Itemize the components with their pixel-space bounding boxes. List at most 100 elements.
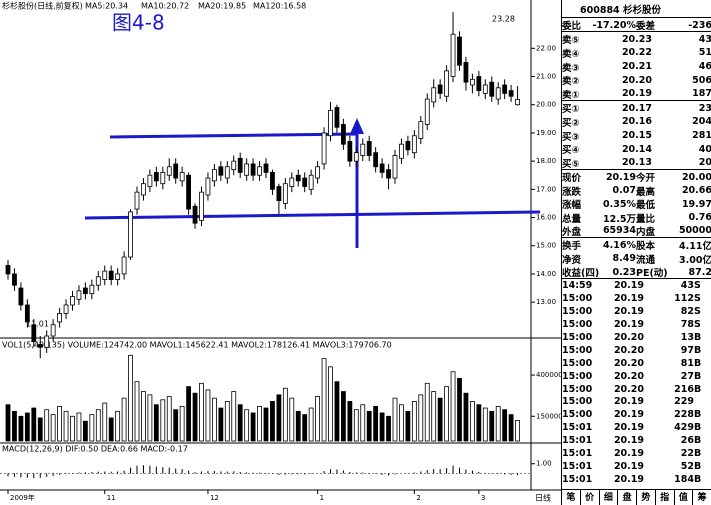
- stat-row: 收益(四) 0.23 PE(动) 87.2: [562, 265, 711, 280]
- candle-body: [450, 33, 456, 77]
- tab[interactable]: 指: [656, 490, 675, 505]
- cell: 卖④: [562, 48, 580, 60]
- cell: 20.20: [613, 331, 644, 343]
- candle-body: [321, 132, 327, 165]
- candle-body: [250, 163, 256, 176]
- volume-bar: [321, 358, 327, 442]
- volume-bar: [224, 401, 230, 442]
- cell: 20.66: [681, 185, 711, 197]
- panel-tabs: 笔价细盘势指值筹: [562, 489, 711, 505]
- cell: B: [694, 344, 702, 356]
- cell: 20.16: [621, 116, 652, 128]
- cell: 20.19: [613, 473, 644, 485]
- trade-row: 15:00 20.19 78 S: [562, 318, 711, 331]
- tab[interactable]: 盘: [618, 490, 637, 505]
- candle-body: [457, 36, 462, 66]
- cell: 43: [680, 280, 694, 292]
- cell: 20: [698, 157, 711, 169]
- cell: 97: [680, 344, 694, 356]
- candle-body: [392, 155, 398, 179]
- tab[interactable]: 筹: [693, 490, 711, 505]
- trade-row: 15:00 20.19 228 B: [562, 408, 711, 421]
- candle-body: [128, 211, 133, 258]
- volume-bar: [134, 381, 140, 442]
- cell: B: [694, 383, 702, 395]
- volume-bar: [153, 404, 159, 442]
- ask-row: 卖④ 20.22 51: [562, 46, 711, 60]
- volume-bar: [482, 407, 488, 442]
- trend-line: [109, 132, 359, 139]
- cell: 卖③: [562, 62, 580, 74]
- candle-body: [315, 166, 321, 179]
- candle-body: [340, 124, 346, 145]
- y-tick-label: 150000: [536, 412, 561, 420]
- tab[interactable]: 值: [675, 490, 694, 505]
- cell: 内盘: [636, 226, 656, 238]
- cell: PE(动): [636, 268, 668, 280]
- volume-bar: [166, 396, 172, 442]
- tab[interactable]: 势: [637, 490, 656, 505]
- ask-row: 卖① 20.19 187: [562, 87, 711, 102]
- cell: 78: [680, 319, 694, 331]
- cell: 买②: [562, 117, 580, 129]
- cell: B: [694, 409, 702, 421]
- cell: 20.19: [613, 396, 644, 408]
- candle-body: [444, 70, 450, 97]
- candle-body: [515, 98, 520, 106]
- volume-bar: [366, 410, 372, 442]
- figure-label: 图4-8: [112, 11, 165, 35]
- cell: 15:00: [562, 306, 593, 318]
- trade-row: 15:00 20.20 13 B: [562, 331, 711, 344]
- cell: 买④: [562, 145, 580, 156]
- volume-bar: [44, 409, 50, 442]
- cell: 最高: [636, 186, 656, 198]
- volume-bar: [360, 404, 366, 442]
- cell: 量比: [636, 213, 656, 224]
- tab[interactable]: 细: [600, 490, 619, 505]
- cell: 228: [674, 409, 694, 421]
- cell: 净资: [562, 254, 582, 266]
- candle-body: [134, 191, 140, 210]
- cell: 今开: [636, 173, 656, 184]
- candle-body: [218, 166, 224, 176]
- x-tick-label: 3: [481, 494, 485, 502]
- candle-body: [18, 287, 24, 306]
- x-tick-label: 2: [416, 494, 420, 502]
- trade-row: 15:01 20.19 22 B: [562, 447, 711, 460]
- ask-row: 卖⑤ 20.23 43: [562, 32, 711, 46]
- cell: 流通: [636, 254, 656, 266]
- cell: 4.11亿: [679, 241, 711, 252]
- cell: 229: [674, 396, 694, 408]
- y-tick-label: 22.00: [536, 44, 556, 52]
- cell: 20.19: [613, 306, 644, 318]
- candle-body: [89, 284, 95, 295]
- volume-bar: [508, 414, 514, 442]
- volume-bar: [495, 405, 501, 442]
- quote-panel: 600884 杉杉股份 委比 -17.20% 委差 -236 卖⑤ 20.23 43 卖④ 20.…: [561, 0, 711, 505]
- candle-body: [76, 290, 82, 300]
- arrow-head: [350, 118, 364, 134]
- candle-body: [63, 304, 69, 314]
- y-tick-label: 20.00: [536, 101, 556, 109]
- volume-bar: [457, 377, 462, 442]
- cell: 81: [680, 357, 694, 369]
- stat-row: 涨幅 0.35% 最低 19.97: [562, 197, 711, 211]
- volume-bar: [431, 391, 437, 442]
- cell: B: [694, 460, 702, 472]
- candle-body: [141, 183, 146, 196]
- cell: B: [694, 422, 702, 434]
- tab[interactable]: 价: [581, 490, 600, 505]
- candle-body: [328, 109, 333, 137]
- cell: 12.5万: [603, 213, 636, 224]
- tab[interactable]: 笔: [562, 490, 581, 505]
- candle-body: [476, 76, 482, 92]
- x-tick-label: 2009年: [10, 493, 35, 502]
- volume-bar: [211, 397, 217, 442]
- candle-body: [347, 140, 353, 162]
- chart-title: 杉杉股份(日线,前复权): [2, 1, 83, 11]
- volume-bar: [12, 410, 17, 442]
- volume-bar: [263, 407, 269, 442]
- candle-body: [199, 191, 204, 221]
- cell: 112: [674, 293, 694, 305]
- panel-title: VOL1(5,40,135) VOLUME:124742.00 MAVOL1:1…: [2, 341, 392, 350]
